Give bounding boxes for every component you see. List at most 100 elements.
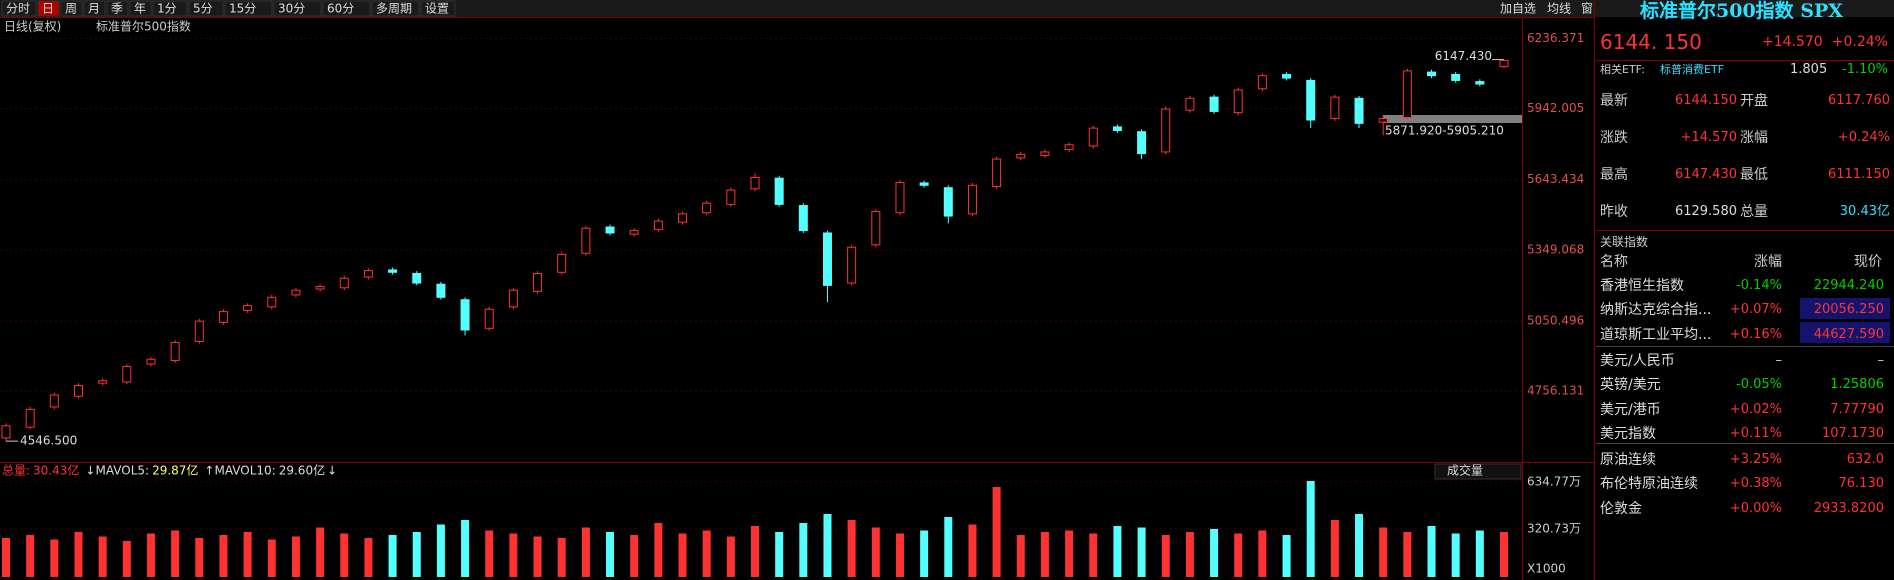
period-tab[interactable]: 1分 [157, 2, 177, 16]
volume-bar [533, 536, 542, 577]
index-name[interactable]: 纳斯达克综合指... [1600, 302, 1712, 319]
candle-body [1209, 96, 1219, 112]
selector-bg [1434, 463, 1522, 480]
period-tab[interactable]: 15分 [229, 2, 256, 16]
candle-body [170, 342, 180, 361]
period-tab[interactable]: 30分 [278, 2, 305, 16]
quote-title: 标准普尔500指数 SPX [1640, 0, 1844, 22]
volume-bar [895, 533, 904, 577]
etf-name[interactable]: 标普消费ETF [1660, 63, 1724, 76]
index-name[interactable]: 美元/港币 [1600, 401, 1661, 418]
field-label: 总量 [1740, 204, 1768, 220]
candle-body [653, 220, 663, 230]
volume-bar [1185, 532, 1194, 577]
field-value: 6129.580 [1674, 204, 1737, 219]
candle-body [1451, 73, 1461, 81]
volume-bar [146, 533, 155, 577]
candle-body [1475, 81, 1485, 85]
candle-body [243, 305, 253, 311]
period-tab[interactable]: 季 [111, 2, 123, 16]
period-tab[interactable]: 60分 [327, 2, 354, 16]
toolbar-bg [0, 0, 1894, 17]
period-tab[interactable]: 多周期 [376, 2, 412, 16]
volume-bar [1500, 532, 1508, 577]
col-header: 现价 [1854, 254, 1882, 270]
index-name[interactable]: 原油连续 [1600, 452, 1656, 469]
candle-body [146, 358, 156, 365]
index-name[interactable]: 美元/人民币 [1600, 352, 1675, 369]
index-price: 2933.8200 [1813, 500, 1884, 516]
candle-body [919, 182, 929, 186]
volume-bar [316, 527, 325, 577]
legend-value: 29.87亿 [152, 463, 198, 478]
index-name[interactable]: 美元指数 [1600, 425, 1656, 442]
index-pct: +0.07% [1729, 302, 1782, 318]
candle-body [315, 286, 325, 290]
tool-button[interactable]: 均线 [1547, 2, 1571, 16]
period-tab[interactable]: 设置 [425, 2, 449, 16]
period-tab[interactable]: 日 [42, 2, 54, 16]
volume-bar [1137, 527, 1146, 577]
tab-bg [371, 0, 420, 17]
candle-body [508, 289, 518, 308]
volume-bar [98, 536, 107, 577]
field-label: 最新 [1600, 93, 1628, 109]
tool-button[interactable]: 加自选 [1500, 2, 1536, 16]
index-price: – [1877, 352, 1885, 368]
index-pct: -0.05% [1736, 377, 1782, 393]
volume-bar [920, 530, 929, 577]
volume-bar [1234, 533, 1243, 577]
volume-bar [243, 532, 252, 577]
volume-bar [412, 532, 421, 577]
tab-bg [37, 0, 60, 17]
candle-body [1354, 97, 1364, 124]
volume-bar [847, 520, 856, 577]
legend-label: 总量: [2, 464, 30, 478]
candle-body [1306, 79, 1316, 121]
index-name[interactable]: 英镑/美元 [1600, 377, 1661, 394]
period-tab[interactable]: 周 [65, 2, 77, 16]
volume-bar [340, 533, 349, 577]
candle-body [1378, 118, 1388, 123]
volume-bar [171, 530, 180, 577]
range-label: 5871.920-5905.210 [1385, 124, 1504, 138]
index-price: 76.130 [1838, 476, 1885, 492]
index-name[interactable]: 伦敦金 [1600, 500, 1642, 517]
volume-bar [1161, 535, 1170, 577]
candle-body [1499, 59, 1509, 68]
tool-button[interactable]: 窗 [1581, 2, 1593, 16]
volume-selector[interactable]: 成交量 [1447, 463, 1483, 478]
volume-bar [678, 533, 687, 577]
candle-body [1257, 75, 1267, 90]
y-tick-label: 5643.434 [1527, 172, 1584, 186]
period-tab[interactable]: 月 [88, 2, 100, 16]
index-pct: +0.02% [1729, 401, 1782, 417]
candle-body [388, 269, 398, 273]
period-tab[interactable]: 5分 [193, 2, 213, 16]
volume-bar [726, 536, 735, 577]
volume-bar [461, 520, 470, 577]
field-value: 6117.760 [1827, 93, 1890, 108]
index-name[interactable]: 香港恒生指数 [1600, 278, 1684, 294]
volume-bar [1065, 530, 1074, 577]
candle-body [484, 308, 494, 329]
index-name[interactable]: 道琼斯工业平均... [1600, 326, 1712, 343]
candle-body [122, 365, 132, 383]
candle-body [847, 246, 857, 284]
tab-bg [60, 0, 83, 17]
candle-body [533, 272, 543, 292]
candle-body [1233, 89, 1243, 114]
volume-bar [2, 538, 10, 577]
volume-bar [74, 532, 83, 577]
candle-body [267, 296, 277, 308]
candle-body [412, 272, 422, 284]
index-price: 44627.590 [1813, 326, 1884, 342]
period-tab[interactable]: 年 [134, 2, 146, 16]
volume-bar [871, 527, 880, 577]
etf-pct: -1.10% [1842, 62, 1888, 77]
candle-body [1016, 153, 1026, 159]
period-tab[interactable]: 分时 [6, 2, 30, 16]
candle-body [943, 187, 953, 217]
index-name[interactable]: 布伦特原油连续 [1600, 476, 1698, 493]
etf-price: 1.805 [1790, 62, 1828, 77]
